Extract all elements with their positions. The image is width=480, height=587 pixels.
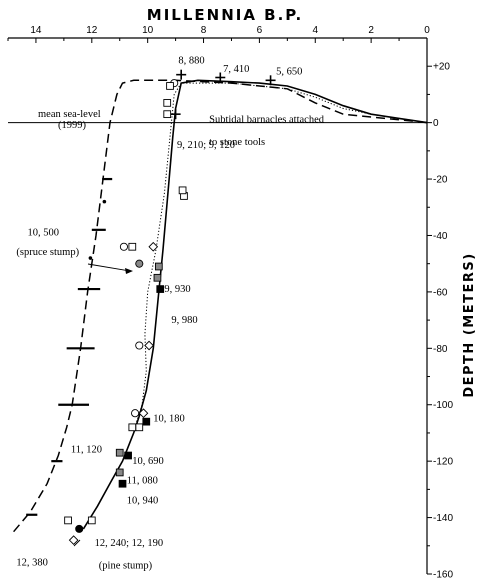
annotation-label: (pine stump): [99, 560, 153, 571]
data-markers: [26, 69, 276, 545]
y-tick-label: -160: [433, 570, 453, 581]
spruce-stump-arrow: [87, 263, 131, 272]
circle-open-marker: [119, 242, 128, 251]
square-open-marker: [64, 516, 72, 525]
sea-level-label-line1: mean sea-level: [38, 109, 101, 120]
diamond-open-marker: [148, 241, 159, 252]
annotation-label: 12, 380: [16, 558, 47, 569]
square-filled-marker: [142, 417, 151, 426]
x-tick-label: 14: [30, 25, 42, 36]
square-open-marker: [135, 423, 144, 432]
diamond-open-marker: [144, 340, 154, 351]
chart-title: MILLENNIA B.P.: [147, 6, 303, 24]
annotation-label: 11, 080: [127, 476, 158, 487]
square-hatched-marker: [153, 273, 162, 282]
diamond-open-marker: [138, 408, 149, 419]
annotation-label: 5, 650: [276, 67, 302, 78]
y-tick-label: -80: [433, 344, 448, 355]
annotation-label: 8, 880: [178, 55, 204, 66]
x-tick-label: 0: [424, 25, 430, 36]
x-tick-label: 12: [86, 25, 98, 36]
annotation-label: 10, 940: [127, 495, 159, 506]
dot-marker: [102, 199, 107, 204]
dot-marker: [88, 256, 93, 260]
square-filled-marker: [156, 285, 165, 293]
square-open-marker: [128, 242, 137, 251]
circle-filled-marker: [75, 524, 84, 533]
y-tick-label: 0: [433, 118, 439, 129]
y-tick-label: -60: [433, 287, 448, 298]
annotation-arrows: [73, 263, 133, 547]
annotation-label: 10, 690: [132, 456, 164, 467]
pine-stump-pointer: [73, 539, 81, 547]
cross-marker: [176, 69, 187, 80]
y-tick-label: -20: [433, 175, 448, 186]
annotation-label: 10, 500: [28, 227, 60, 238]
square-open-marker: [178, 186, 187, 195]
annotation-label: 9, 210; 9, 120: [177, 140, 235, 151]
circle-open-marker: [135, 341, 144, 350]
square-filled-marker: [124, 451, 132, 460]
square-open-marker: [163, 99, 172, 107]
annotation-label: 9, 930: [164, 284, 190, 295]
x-axis-ticks: 14 12 10 8 6 4 2 0: [7, 25, 430, 43]
square-open-marker: [166, 82, 174, 90]
annotation-label: 9, 980: [171, 315, 197, 326]
annotation-label: 7, 410: [223, 64, 249, 75]
annotation-label: 12, 240; 12, 190: [95, 538, 164, 549]
y-tick-label: -40: [433, 231, 448, 242]
annotation-label: (spruce stump): [16, 247, 79, 258]
square-open-marker: [128, 423, 137, 432]
sea-level-label-line2: (1999): [58, 120, 86, 131]
annotation-label: to stone tools: [209, 137, 265, 148]
x-tick-label: 4: [312, 25, 318, 36]
solid-curve: [82, 79, 428, 530]
dashed-curve: [13, 79, 428, 533]
annotation-label: 10, 180: [153, 414, 185, 425]
circle-open-marker: [131, 409, 140, 418]
cross-marker: [215, 72, 226, 83]
y-axis-ticks: +20 0 -20 -40 -60 -80 -100 -120 -140 -160: [427, 62, 453, 581]
y-tick-label: +20: [433, 62, 450, 73]
annotation-label: Subtidal barnacles attached: [209, 115, 325, 126]
curves: [13, 79, 428, 533]
y-tick-label: -140: [433, 513, 453, 524]
circle-hatched-marker: [135, 259, 144, 268]
square-hatched-marker: [154, 262, 163, 271]
x-tick-label: 2: [368, 25, 374, 36]
x-tick-label: 6: [257, 25, 263, 36]
cross-marker: [170, 109, 181, 120]
y-tick-label: -100: [433, 400, 453, 411]
dotted-curve: [136, 82, 428, 422]
square-open-marker: [163, 110, 172, 119]
annotations: 8, 880 7, 410 5, 650 9, 210; 9, 120 Subtidal…: [16, 55, 324, 571]
spruce-stump-arrowhead: [125, 268, 133, 274]
axes: [8, 37, 428, 574]
square-hatched-marker: [115, 468, 124, 477]
y-axis-label: DEPTH (METERS): [462, 252, 477, 397]
square-filled-marker: [118, 479, 127, 488]
x-tick-label: 8: [201, 25, 207, 36]
diamond-open-marker: [68, 535, 79, 545]
square-open-marker: [87, 516, 96, 525]
cross-marker: [265, 75, 276, 86]
x-tick-label: 10: [142, 25, 154, 36]
annotation-label: 11, 120: [71, 445, 102, 456]
square-hatched-marker: [115, 448, 124, 457]
y-tick-label: -120: [433, 457, 453, 468]
